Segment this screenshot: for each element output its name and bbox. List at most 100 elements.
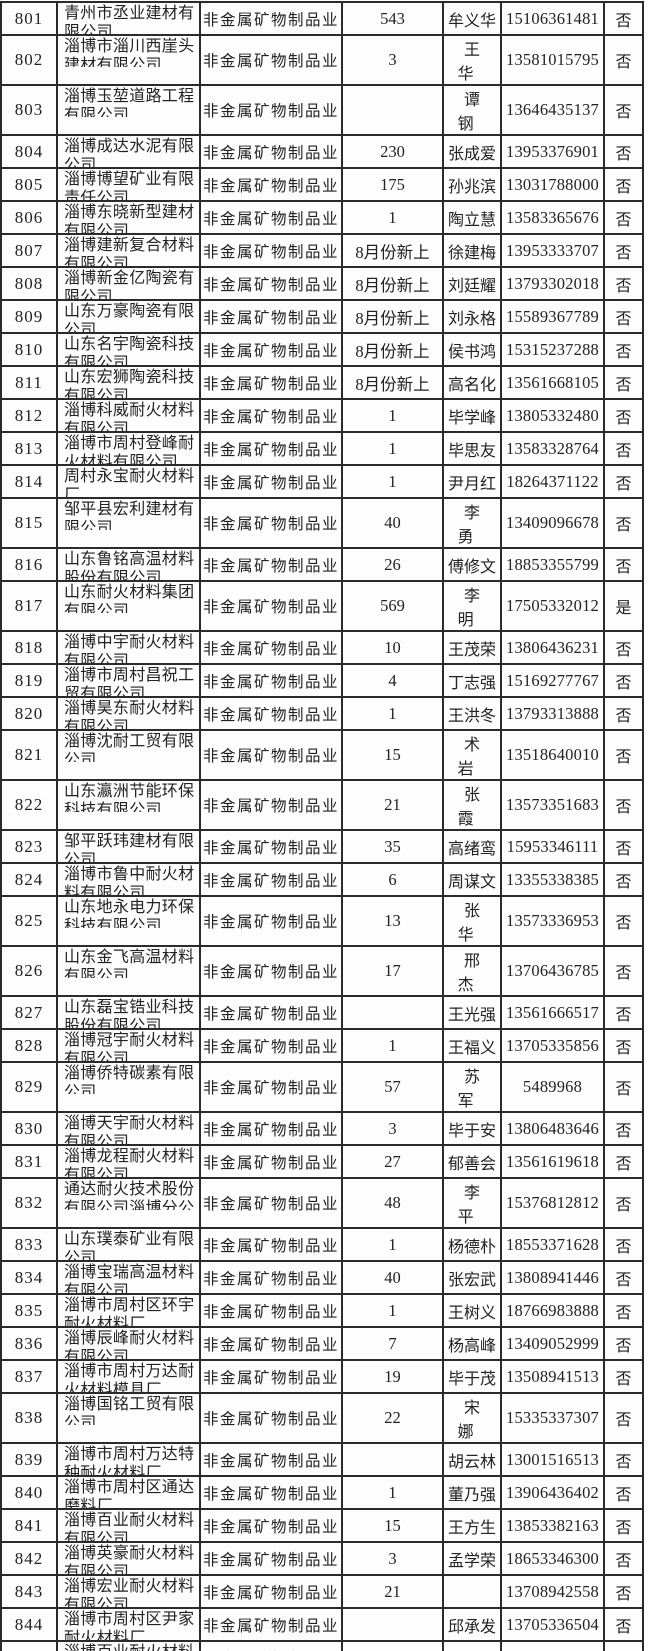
table-row: 834 淄博宝瑞高温材料有限公司 非金属矿物制品业 40 张宏武 1380894… xyxy=(0,1260,644,1295)
industry-cell: 非金属矿物制品业 xyxy=(199,167,343,202)
row-number-cell: 825 xyxy=(0,895,58,947)
contact-name-cell: 张霞 xyxy=(442,779,502,831)
industry-cell: 非金属矿物制品业 xyxy=(199,663,343,698)
industry-cell: 非金属矿物制品业 xyxy=(199,895,343,947)
table-row: 842 淄博英豪耐火材料有限公司 非金属矿物制品业 3 孟学荣 18653346… xyxy=(0,1541,644,1576)
phone-number-cell: 13646435137 xyxy=(500,84,605,136)
row-number-cell: 836 xyxy=(0,1326,58,1361)
row-number-cell: 826 xyxy=(0,945,58,997)
company-name-cell: 山东耐火材料集团有限公司 xyxy=(56,580,201,632)
flag-cell: 否 xyxy=(603,299,644,334)
flag-cell: 否 xyxy=(603,995,644,1030)
row-number-cell: 844 xyxy=(0,1607,58,1642)
table-row: 835 淄博市周村区环宇耐火材料厂 非金属矿物制品业 1 王树义 1876698… xyxy=(0,1293,644,1328)
table-row: 805 淄博博望矿业有限责任公司 非金属矿物制品业 175 孙兆滨 130317… xyxy=(0,167,644,202)
company-name-text: 淄博天宇耐火材料有限公司 xyxy=(64,1115,195,1144)
row-number-cell: 831 xyxy=(0,1144,58,1179)
flag-cell: 否 xyxy=(603,1227,644,1262)
company-name-cell: 周村永宝耐火材料厂 xyxy=(56,464,201,499)
table-row: 804 淄博成达水泥有限公司 非金属矿物制品业 230 张成爱 13953376… xyxy=(0,134,644,169)
flag-cell: 否 xyxy=(603,729,644,781)
phone-number-cell: 18264371122 xyxy=(500,464,605,499)
contact-name-cell: 毕于安 xyxy=(442,1111,502,1146)
industry-cell: 非金属矿物制品业 xyxy=(199,497,343,549)
row-number-cell: 834 xyxy=(0,1260,58,1295)
count-cell: 230 xyxy=(341,134,444,169)
row-number-cell: 843 xyxy=(0,1574,58,1609)
flag-cell: 否 xyxy=(603,464,644,499)
company-name-text: 淄博科威耐火材料有限公司 xyxy=(64,402,195,431)
industry-cell: 非金属矿物制品业 xyxy=(199,1508,343,1543)
phone-number-cell: 13853382163 xyxy=(500,1640,605,1651)
row-number-cell: 829 xyxy=(0,1061,58,1113)
company-name-text: 山东地永电力环保科技有限公司 xyxy=(64,899,195,928)
industry-cell: 非金属矿物制品业 xyxy=(199,1144,343,1179)
company-name-text: 淄博侨特碳素有限公司 xyxy=(64,1065,195,1094)
flag-cell: 否 xyxy=(603,1293,644,1328)
company-name-text: 周村永宝耐火材料厂 xyxy=(64,468,195,497)
count-cell: 48 xyxy=(341,1177,444,1229)
count-cell: 10 xyxy=(341,630,444,665)
company-name-text: 山东万豪陶瓷有限公司 xyxy=(64,303,195,332)
table-row: 844 淄博市周村区尹家耐火材料厂 非金属矿物制品业 邱承发 137053365… xyxy=(0,1607,644,1642)
industry-cell: 非金属矿物制品业 xyxy=(199,332,343,367)
table-row: 828 淄博冠宇耐火材料有限公司 非金属矿物制品业 1 王福义 13705335… xyxy=(0,1028,644,1063)
flag-cell: 否 xyxy=(603,365,644,400)
company-name-text: 山东宏狮陶瓷科技有限公司 xyxy=(64,369,195,398)
count-cell: 8月份新上 xyxy=(341,233,444,268)
flag-cell: 否 xyxy=(603,1028,644,1063)
count-cell: 40 xyxy=(341,1260,444,1295)
phone-number-cell: 15376812812 xyxy=(500,1177,605,1229)
row-number-cell: 839 xyxy=(0,1442,58,1477)
company-name-cell: 淄博新金亿陶瓷有限公司 xyxy=(56,266,201,301)
industry-cell: 非金属矿物制品业 xyxy=(199,200,343,235)
table-row: 821 淄博沈耐工贸有限公司 非金属矿物制品业 15 术岩 1351864001… xyxy=(0,729,644,781)
company-name-cell: 淄博中宇耐火材料有限公司 xyxy=(56,630,201,665)
company-name-text: 山东鲁铭高温材料股份有限公司 xyxy=(64,551,195,580)
row-number-cell: 810 xyxy=(0,332,58,367)
company-name-cell: 邹平跃玮建材有限公司 xyxy=(56,829,201,864)
company-name-text: 淄博市周村昌祝工贸有限公司 xyxy=(64,667,195,696)
phone-number-cell: 13806436231 xyxy=(500,630,605,665)
table-row: 829 淄博侨特碳素有限公司 非金属矿物制品业 57 苏军 5489968 否 xyxy=(0,1061,644,1113)
phone-number-cell: 13808941446 xyxy=(500,1260,605,1295)
count-cell: 22 xyxy=(341,1392,444,1444)
contact-name-cell: 张成爱 xyxy=(442,134,502,169)
table-row: 810 山东名宇陶瓷科技有限公司 非金属矿物制品业 8月份新上 侯书鸿 1531… xyxy=(0,332,644,367)
phone-number-cell: 13355338385 xyxy=(500,862,605,897)
industry-cell: 非金属矿物制品业 xyxy=(199,829,343,864)
company-name-text: 淄博昊东耐火材料有限公司 xyxy=(64,700,195,729)
row-number-cell: 819 xyxy=(0,663,58,698)
table-row: 823 邹平跃玮建材有限公司 非金属矿物制品业 35 高绪鸾 159533461… xyxy=(0,829,644,864)
company-name-text: 淄博辰峰耐火材料有限公司 xyxy=(64,1330,195,1359)
company-name-cell: 淄博天宇耐火材料有限公司 xyxy=(56,1111,201,1146)
contact-name-cell: 尹月红 xyxy=(442,464,502,499)
count-cell: 26 xyxy=(341,547,444,582)
company-name-cell: 淄博辰峰耐火材料有限公司 xyxy=(56,1326,201,1361)
row-number-cell: 835 xyxy=(0,1293,58,1328)
company-name-text: 淄博建新复合材料有限公司 xyxy=(64,237,195,266)
row-number-cell: 803 xyxy=(0,84,58,136)
row-number-cell: 845 xyxy=(0,1640,58,1651)
flag-cell: 否 xyxy=(603,1,644,36)
count-cell: 569 xyxy=(341,580,444,632)
industry-cell: 非金属矿物制品业 xyxy=(199,630,343,665)
row-number-cell: 842 xyxy=(0,1541,58,1576)
contact-name-cell: 李平 xyxy=(442,1177,502,1229)
company-name-cell: 淄博国铭工贸有限公司 xyxy=(56,1392,201,1444)
phone-number-cell: 13953333707 xyxy=(500,233,605,268)
company-name-text: 淄博沈耐工贸有限公司 xyxy=(64,733,195,762)
flag-cell: 否 xyxy=(603,233,644,268)
row-number-cell: 827 xyxy=(0,995,58,1030)
phone-number-cell: 18853355799 xyxy=(500,547,605,582)
industry-cell: 非金属矿物制品业 xyxy=(199,299,343,334)
industry-cell: 非金属矿物制品业 xyxy=(199,1574,343,1609)
row-number-cell: 816 xyxy=(0,547,58,582)
table-row: 812 淄博科威耐火材料有限公司 非金属矿物制品业 1 毕学峰 13805332… xyxy=(0,398,644,433)
row-number-cell: 841 xyxy=(0,1508,58,1543)
company-name-text: 邹平县宏利建材有限公司 xyxy=(64,501,195,530)
table-row: 816 山东鲁铭高温材料股份有限公司 非金属矿物制品业 26 傅修文 18853… xyxy=(0,547,644,582)
industry-cell: 非金属矿物制品业 xyxy=(199,431,343,466)
company-name-cell: 淄博宏业耐火材料有限公司 xyxy=(56,1574,201,1609)
phone-number-cell: 13561668105 xyxy=(500,365,605,400)
